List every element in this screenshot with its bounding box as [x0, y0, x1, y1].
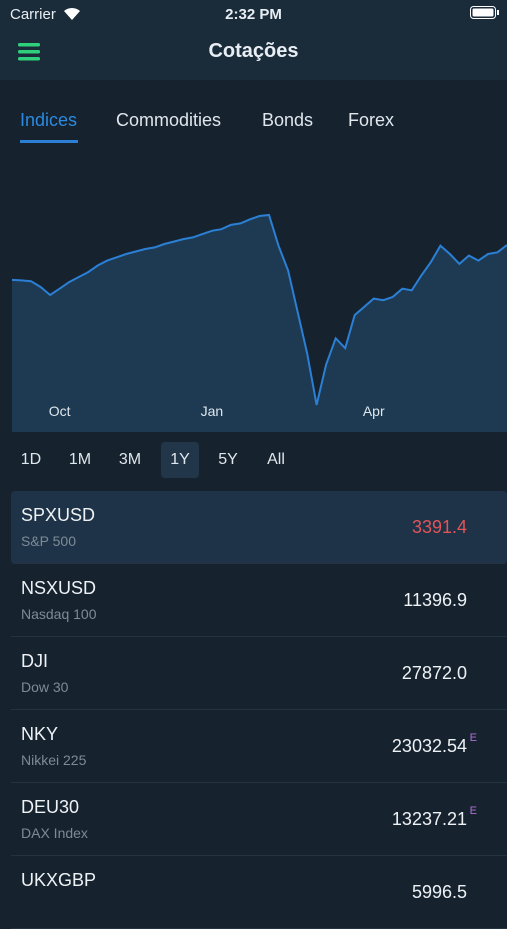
tab-underline [20, 140, 78, 143]
quote-row[interactable]: SPXUSD S&P 500 3391.4 [11, 491, 507, 564]
price: 27872.0 [401, 663, 467, 683]
index-name: Nasdaq 100 [21, 606, 97, 622]
symbol: UKXGBP [21, 870, 97, 890]
price: 5996.5 [411, 882, 467, 902]
index-name: Dow 30 [21, 679, 69, 695]
price: 23032.54 [391, 736, 467, 756]
index-name: DAX Index [21, 825, 88, 841]
symbol: SPXUSD [21, 505, 96, 525]
range-button[interactable]: All [267, 451, 285, 468]
symbol: NSXUSD [21, 578, 97, 598]
symbol: DJI [21, 651, 48, 671]
quote-row[interactable]: DJI Dow 30 27872.0 [11, 637, 507, 710]
symbol: DEU30 [21, 797, 80, 817]
range-button[interactable]: 1Y [161, 442, 199, 478]
area-fill [12, 215, 507, 432]
carrier: Carrier [10, 6, 56, 23]
wifi-icon [64, 7, 80, 21]
price-chart: Oct Jan Apr [11, 213, 507, 432]
x-tick-label: Apr [363, 403, 385, 419]
x-tick-label: Oct [49, 403, 71, 419]
range-button[interactable]: 1D [20, 451, 42, 468]
price-line [11, 213, 507, 406]
range-button[interactable]: 1M [68, 451, 92, 468]
quote-row[interactable]: NKY Nikkei 225 23032.54 E [11, 710, 507, 783]
price: 13237.21 [391, 809, 467, 829]
quote-row[interactable]: UKXGBP 5996.5 [11, 856, 507, 929]
tab[interactable]: Bonds [262, 110, 314, 130]
x-tick-label: Jan [201, 403, 224, 419]
symbol: NKY [21, 724, 59, 744]
delay-flag: E [469, 732, 477, 744]
page-title: Cotações [208, 40, 299, 62]
quote-row[interactable]: DEU30 DAX Index 13237.21 E [11, 783, 507, 856]
battery-icon [470, 6, 499, 19]
price: 11396.9 [403, 590, 467, 610]
tab[interactable]: Forex [348, 110, 395, 130]
clock: 2:32 PM [225, 6, 282, 23]
top-bar [0, 0, 507, 80]
tab[interactable]: Indices [20, 110, 78, 130]
index-name: Nikkei 225 [21, 752, 87, 768]
delay-flag: E [469, 805, 477, 817]
range-button[interactable]: 5Y [218, 451, 238, 468]
price: 3391.4 [411, 517, 467, 537]
menu-button[interactable] [18, 42, 42, 62]
index-name: S&P 500 [21, 533, 77, 549]
quote-row[interactable]: NSXUSD Nasdaq 100 11396.9 [11, 564, 507, 637]
tab[interactable]: Commodities [116, 110, 222, 130]
range-button[interactable]: 3M [118, 451, 142, 468]
